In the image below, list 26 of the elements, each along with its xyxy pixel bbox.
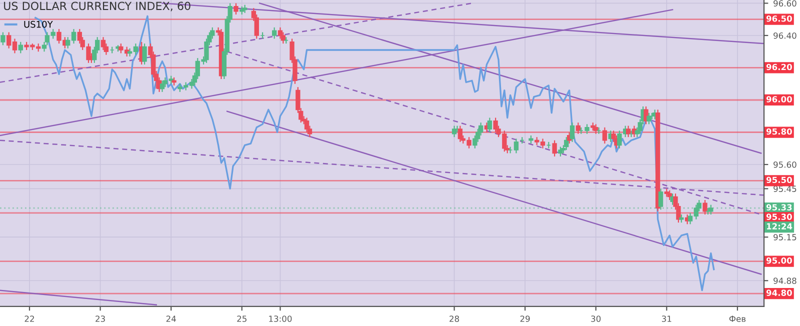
legend-label: US10Y — [24, 20, 53, 28]
x-tick-label: 13:00 — [269, 316, 292, 322]
ref-line-label: 96.00 — [766, 96, 792, 102]
ref-line-label: 95.30 — [766, 214, 792, 220]
x-tick-label: 23 — [96, 316, 105, 322]
text: 12:24 — [766, 223, 792, 230]
y-tick-label: 95.60 — [774, 161, 796, 168]
x-tick-label: 25 — [237, 316, 246, 322]
ref-line-label: 95.80 — [766, 128, 792, 135]
y-tick-label: 94.88 — [774, 278, 796, 284]
x-tick-label: 31 — [662, 316, 672, 322]
x-tick-label: 28 — [450, 316, 459, 322]
ref-line-label: 96.20 — [766, 64, 792, 70]
y-tick-label: 95.15 — [774, 234, 796, 240]
x-tick-label: 30 — [591, 316, 601, 322]
y-tick-label: 96.40 — [774, 32, 796, 39]
ref-line-label: 95.33 — [766, 204, 792, 210]
x-tick-label: Фев — [729, 316, 746, 322]
y-tick-label: 96.60 — [774, 0, 796, 7]
ref-line-label: 95.50 — [766, 176, 792, 184]
ref-line-label: 94.80 — [766, 290, 792, 296]
ref-line-label: 95.00 — [766, 257, 792, 264]
ref-line-label: 96.50 — [766, 15, 792, 22]
x-tick-label: 29 — [520, 316, 530, 322]
x-tick-label: 24 — [166, 316, 176, 322]
x-tick-label: 22 — [24, 316, 34, 322]
